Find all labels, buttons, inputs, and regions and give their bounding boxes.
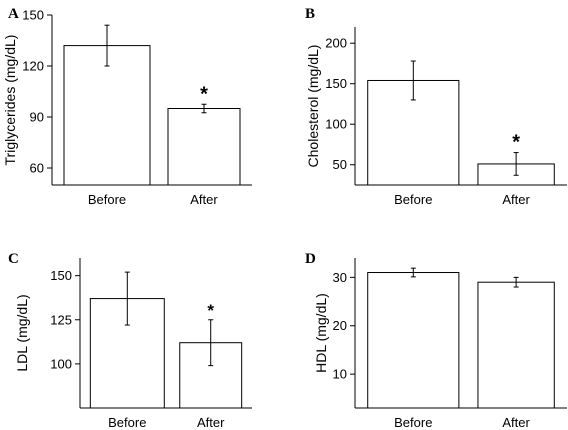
bar: [63, 45, 151, 186]
significance-marker: *: [200, 83, 208, 105]
category-label: After: [502, 192, 530, 207]
chart-panel-b: B 50 100 150 200 Cholesterol (mg/dL) Before Aft…: [305, 6, 567, 207]
y-tick-label: 150: [325, 76, 347, 91]
y-axis-label: HDL (mg/dL): [313, 293, 329, 373]
category-label: After: [502, 415, 530, 430]
category-label: Before: [394, 192, 432, 207]
y-tick-label: 150: [22, 8, 44, 23]
category-label: Before: [88, 192, 126, 207]
bar: [367, 272, 460, 409]
y-tick-label: 100: [50, 356, 72, 371]
y-tick-label: 125: [50, 312, 72, 327]
panel-letter: C: [8, 251, 19, 267]
panel-letter: D: [305, 251, 316, 267]
significance-marker: *: [207, 301, 214, 320]
y-tick-label: 30: [333, 270, 347, 285]
chart-panel-d: D 10 20 30 HDL (mg/dL) Before After: [305, 251, 567, 430]
y-tick-label: 150: [50, 268, 72, 283]
panel-letter: B: [305, 6, 315, 22]
y-tick-label: 200: [325, 36, 347, 51]
category-label: Before: [394, 415, 432, 430]
category-label: After: [197, 415, 225, 430]
y-axis-label: Cholesterol (mg/dL): [305, 45, 321, 168]
y-tick-label: 20: [333, 318, 347, 333]
y-tick-label: 50: [333, 157, 347, 172]
y-axis-label: LDL (mg/dL): [14, 294, 30, 371]
y-tick-label: 120: [22, 59, 44, 74]
y-tick-label: 100: [325, 117, 347, 132]
y-tick-label: 10: [333, 367, 347, 382]
bar: [477, 281, 555, 409]
category-label: After: [190, 192, 218, 207]
significance-marker: *: [512, 132, 520, 154]
bar: [167, 108, 241, 186]
y-axis-label: Triglycerides (mg/dL): [2, 35, 18, 166]
y-tick-label: 60: [30, 161, 44, 176]
chart-panel-c: C 100 125 150 LDL (mg/dL) Before After *: [8, 251, 252, 430]
y-tick-label: 90: [30, 110, 44, 125]
panel-letter: A: [8, 6, 19, 22]
category-label: Before: [108, 415, 146, 430]
chart-panel-a: A 60 90 120 150 Triglycerides (mg/dL) Before Af…: [2, 6, 252, 207]
